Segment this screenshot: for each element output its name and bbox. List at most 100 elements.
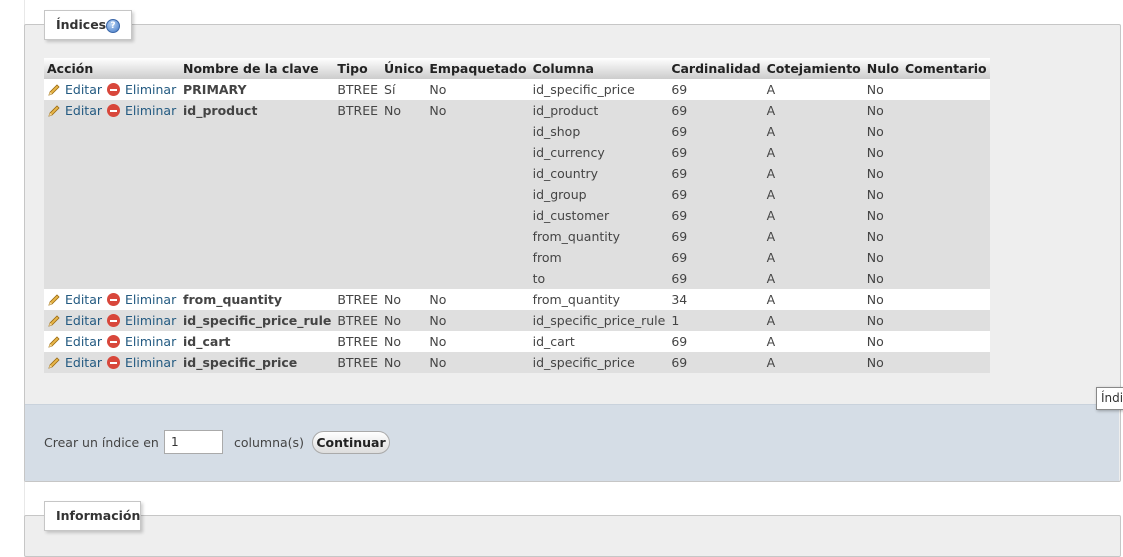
indexes-legend: Índices ? xyxy=(44,10,132,40)
action-cell: Editar Eliminar xyxy=(44,310,180,331)
pencil-icon[interactable] xyxy=(47,313,61,327)
empty-cell xyxy=(426,205,530,226)
key-name: id_product xyxy=(180,100,335,121)
delete-icon[interactable] xyxy=(107,293,121,306)
empty-cell xyxy=(334,142,382,163)
indexes-table: Acción Nombre de la clave Tipo Único Empaque… xyxy=(44,58,990,373)
empty-cell xyxy=(381,226,427,247)
delete-icon[interactable] xyxy=(107,83,121,96)
null-flag: No xyxy=(863,100,902,121)
collation: A xyxy=(763,247,864,268)
empty-cell xyxy=(44,205,180,226)
column-name: id_specific_price xyxy=(529,352,669,373)
empty-cell xyxy=(44,226,180,247)
table-row: id_group 69 A No xyxy=(44,184,990,205)
info-legend-label: Información xyxy=(56,508,141,523)
table-row: Editar Eliminar id_specific_price BTREE No No… xyxy=(44,352,990,373)
unique-flag: No xyxy=(381,310,427,331)
column-header: Empaquetado xyxy=(426,58,530,79)
delete-icon[interactable] xyxy=(107,104,121,117)
empty-cell xyxy=(44,121,180,142)
column-name: id_specific_price xyxy=(529,79,669,100)
delete-icon[interactable] xyxy=(107,335,121,348)
column-name: from_quantity xyxy=(529,289,669,310)
packed-flag: No xyxy=(426,79,530,100)
edit-link[interactable]: Editar xyxy=(65,82,103,97)
null-flag: No xyxy=(863,184,902,205)
comment xyxy=(902,289,990,310)
comment xyxy=(902,121,990,142)
edit-link[interactable]: Editar xyxy=(65,355,103,370)
action-cell: Editar Eliminar xyxy=(44,352,180,373)
cardinality: 69 xyxy=(668,331,764,352)
pencil-icon[interactable] xyxy=(47,292,61,306)
action-cell: Editar Eliminar xyxy=(44,289,180,310)
delete-icon[interactable] xyxy=(107,314,121,327)
collation: A xyxy=(763,352,864,373)
pencil-icon[interactable] xyxy=(47,355,61,369)
table-row: Editar Eliminar PRIMARY BTREE Sí No id_specifi… xyxy=(44,79,990,100)
unique-flag: No xyxy=(381,100,427,121)
delete-link[interactable]: Eliminar xyxy=(125,103,177,118)
delete-link[interactable]: Eliminar xyxy=(125,292,177,307)
create-index-label: Crear un índice en xyxy=(44,435,159,450)
edit-link[interactable]: Editar xyxy=(65,103,103,118)
indexes-table-body: Editar Eliminar PRIMARY BTREE Sí No id_specifi… xyxy=(44,79,990,373)
index-columns-count-input[interactable] xyxy=(164,430,223,454)
comment xyxy=(902,163,990,184)
column-name: id_currency xyxy=(529,142,669,163)
column-name: to xyxy=(529,268,669,289)
help-icon[interactable]: ? xyxy=(106,19,120,33)
packed-flag: No xyxy=(426,310,530,331)
column-name: from xyxy=(529,247,669,268)
action-cell: Editar Eliminar xyxy=(44,100,180,121)
unique-flag: No xyxy=(381,331,427,352)
collation: A xyxy=(763,184,864,205)
column-header: Tipo xyxy=(334,58,382,79)
delete-icon[interactable] xyxy=(107,356,121,369)
key-name: id_cart xyxy=(180,331,335,352)
packed-flag: No xyxy=(426,100,530,121)
empty-cell xyxy=(180,184,335,205)
pencil-icon[interactable] xyxy=(47,334,61,348)
comment xyxy=(902,352,990,373)
index-type: BTREE xyxy=(334,289,382,310)
edit-link[interactable]: Editar xyxy=(65,313,103,328)
column-header: Columna xyxy=(529,58,669,79)
delete-link[interactable]: Eliminar xyxy=(125,355,177,370)
key-name: PRIMARY xyxy=(180,79,335,100)
continue-button[interactable]: Continuar xyxy=(312,431,390,454)
empty-cell xyxy=(44,247,180,268)
pencil-icon[interactable] xyxy=(47,103,61,117)
edit-link[interactable]: Editar xyxy=(65,292,103,307)
null-flag: No xyxy=(863,289,902,310)
index-type: BTREE xyxy=(334,331,382,352)
table-row: id_customer 69 A No xyxy=(44,205,990,226)
collation: A xyxy=(763,331,864,352)
empty-cell xyxy=(426,268,530,289)
delete-link[interactable]: Eliminar xyxy=(125,82,177,97)
action-cell: Editar Eliminar xyxy=(44,79,180,100)
empty-cell xyxy=(44,268,180,289)
empty-cell xyxy=(180,142,335,163)
collation: A xyxy=(763,142,864,163)
cardinality: 69 xyxy=(668,247,764,268)
indexes-legend-label: Índices xyxy=(56,17,107,32)
pencil-icon[interactable] xyxy=(47,82,61,96)
delete-link[interactable]: Eliminar xyxy=(125,313,177,328)
null-flag: No xyxy=(863,247,902,268)
null-flag: No xyxy=(863,310,902,331)
packed-flag: No xyxy=(426,289,530,310)
collation: A xyxy=(763,310,864,331)
column-name: id_cart xyxy=(529,331,669,352)
delete-link[interactable]: Eliminar xyxy=(125,334,177,349)
edit-link[interactable]: Editar xyxy=(65,334,103,349)
column-header: Acción xyxy=(44,58,180,79)
empty-cell xyxy=(381,121,427,142)
empty-cell xyxy=(44,184,180,205)
empty-cell xyxy=(381,205,427,226)
column-header: Nombre de la clave xyxy=(180,58,335,79)
cardinality: 69 xyxy=(668,142,764,163)
cardinality: 34 xyxy=(668,289,764,310)
empty-cell xyxy=(180,268,335,289)
